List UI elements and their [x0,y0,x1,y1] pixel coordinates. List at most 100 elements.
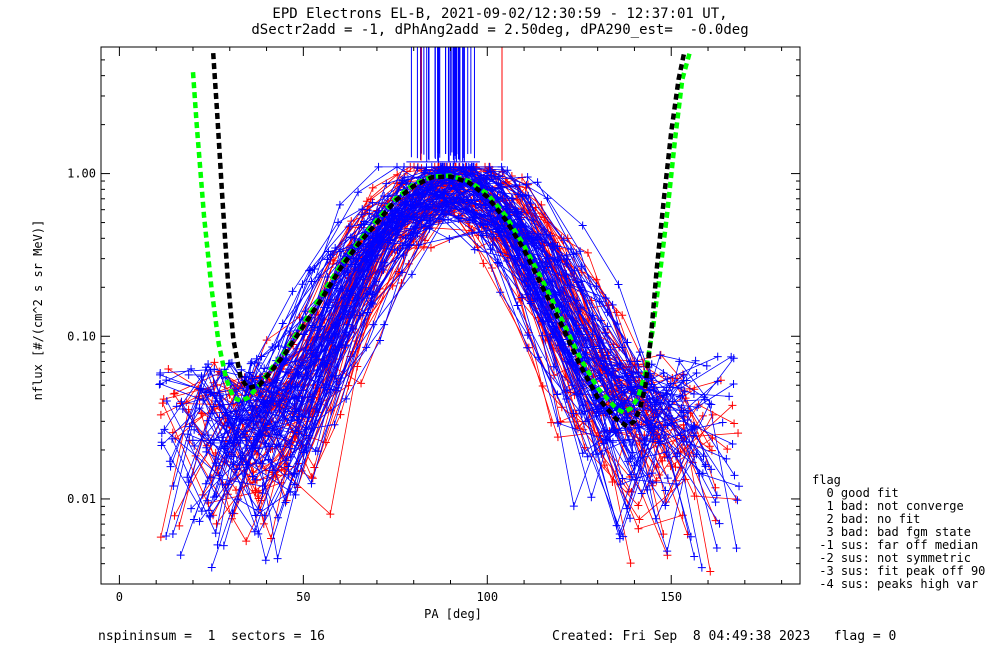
measured-point [405,191,414,200]
x-axis-label: PA [deg] [424,607,482,621]
measured-point [365,209,374,218]
measured-point [563,234,572,243]
measured-point [335,200,344,209]
measured-point [402,179,411,188]
y-tick-label: 0.10 [67,329,96,343]
measured-point [323,273,332,282]
measured-point [620,398,629,407]
measured-point [242,443,251,452]
measured-point [439,215,448,224]
measured-point [188,436,197,445]
legend-item: 3 bad: bad fgm state [812,525,971,539]
legend-item: -3 sus: fit peak off 90 [812,564,986,578]
measured-point [384,192,393,201]
measured-point [421,202,430,211]
measured-point [489,219,498,228]
measured-point [711,498,720,507]
measured-point [454,213,463,222]
measured-point [382,179,391,188]
measured-point [393,246,402,255]
measured-point [411,232,420,241]
measured-point [649,385,658,394]
measured-point [731,495,740,504]
measured-point [302,446,311,455]
measured-point [222,421,231,430]
measured-point [558,346,567,355]
measured-point [612,308,621,317]
measured-point [276,442,285,451]
measured-point [523,173,532,182]
measured-point [368,183,377,192]
measured-point [543,194,552,203]
measured-point [306,395,315,404]
measured-point [195,404,204,413]
measured-point [686,532,695,541]
measured-point [707,446,716,455]
measured-point [617,381,626,390]
measured-point [364,289,373,298]
measured-point [215,367,224,376]
footer-created-info: Created: Fri Sep 8 04:49:38 2023 flag = … [552,629,897,644]
measured-point [651,514,660,523]
measured-trace [213,186,652,498]
measured-point [625,435,634,444]
measured-point [511,255,520,264]
measured-trace [159,175,737,549]
measured-point [673,449,682,458]
measured-point [597,356,606,365]
measured-point [162,532,171,541]
measured-point [427,180,436,189]
measured-point [623,338,632,347]
y-tick-label: 0.01 [67,492,96,506]
measured-point [683,415,692,424]
measured-point [543,262,552,271]
measured-point [155,380,164,389]
measured-point [183,430,192,439]
measured-point [276,431,285,440]
measured-point [699,452,708,461]
measured-point [211,529,220,538]
measured-point [470,245,479,254]
measured-point [603,322,612,331]
measured-point [684,406,693,415]
legend-title: flag [812,473,841,487]
measured-point [700,395,709,404]
measured-point [498,168,507,177]
measured-point [379,265,388,274]
measured-point [663,474,672,483]
measured-point [626,455,635,464]
measured-point [626,559,635,568]
measured-point [321,345,330,354]
measured-point [329,256,338,265]
measured-point [302,431,311,440]
measured-point [649,435,658,444]
measured-point [652,476,661,485]
measured-point [169,389,178,398]
measured-point [210,358,219,367]
measured-point [654,423,663,432]
measured-point [668,397,677,406]
measured-point [222,454,231,463]
x-tick-label: 50 [296,590,310,604]
measured-point [599,339,608,348]
measured-point [563,281,572,290]
measured-point [596,394,605,403]
measured-point [362,197,371,206]
measured-point [578,221,587,230]
measured-point [204,506,213,515]
measured-point [369,320,378,329]
measured-point [526,297,535,306]
measured-point [305,266,314,275]
measured-point [563,386,572,395]
measured-point [722,454,731,463]
measured-point [204,360,213,369]
measured-point [608,300,617,309]
measured-point [187,364,196,373]
measured-point [156,410,165,419]
measured-point [290,480,299,489]
measured-point [707,465,716,474]
measured-point [689,389,698,398]
measured-point [206,367,215,376]
measured-point [260,511,269,520]
measured-point [619,532,628,541]
